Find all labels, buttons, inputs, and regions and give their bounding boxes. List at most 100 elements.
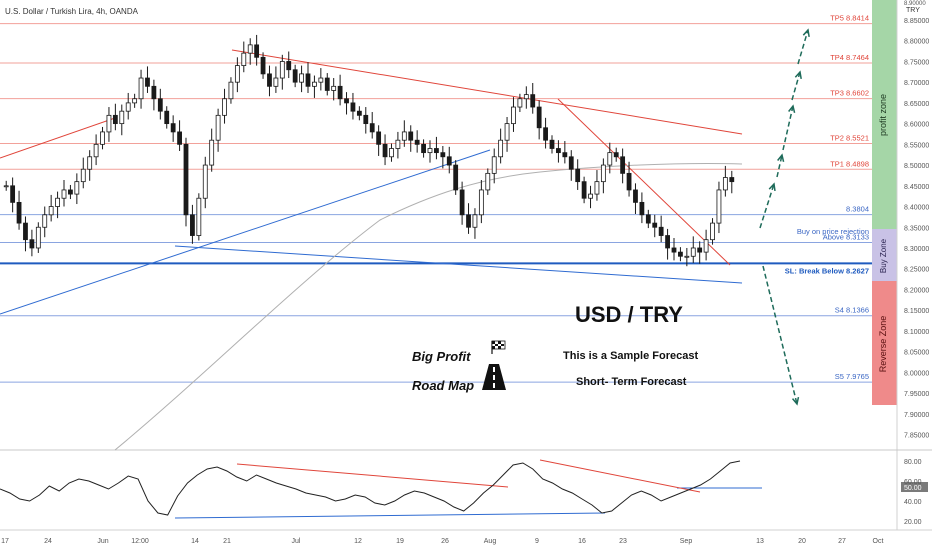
candle-body bbox=[125, 102, 131, 112]
candle-body bbox=[292, 69, 298, 83]
time-tick-label: Jul bbox=[292, 538, 301, 545]
level-label-support: Above 8.3133 bbox=[823, 232, 869, 241]
time-tick-label: 17 bbox=[1, 538, 9, 545]
candle-body bbox=[177, 131, 182, 145]
candle-body bbox=[196, 197, 202, 236]
price-tick-label: 8.10000 bbox=[904, 329, 929, 336]
candle-body bbox=[536, 106, 542, 129]
candle-body bbox=[318, 77, 324, 83]
price-tick-label: 8.45000 bbox=[904, 184, 929, 191]
level-label-sl: SL: Break Below 8.2627 bbox=[785, 266, 869, 275]
price-tick-label: 8.55000 bbox=[904, 142, 929, 149]
forecast-arrow-head bbox=[794, 70, 802, 80]
pair-title: USD / TRY bbox=[575, 302, 683, 327]
candle-body bbox=[556, 148, 561, 154]
reverse-zone-block bbox=[872, 281, 897, 405]
candle-body bbox=[331, 85, 337, 91]
time-axis[interactable]: 17 24 Jun 12:00 14 21 Jul 12 19 26 Aug 9 16 23 Sep 13 20… bbox=[1, 538, 883, 545]
price-tick-label: 8.40000 bbox=[904, 205, 929, 212]
candle-body bbox=[151, 85, 157, 100]
forecast-arrows bbox=[759, 28, 810, 406]
reverse-zone-label: Reverse Zone bbox=[878, 316, 888, 373]
candle-body bbox=[273, 77, 279, 87]
time-tick-label: 16 bbox=[578, 538, 586, 545]
candle-body bbox=[575, 168, 581, 183]
ascending-support-line bbox=[0, 149, 491, 315]
candle-body bbox=[356, 110, 362, 116]
rsi-tick-label: 20.00 bbox=[904, 519, 922, 526]
buy-zone-label: Buy Zone bbox=[879, 238, 888, 273]
candle-body bbox=[228, 81, 234, 100]
rsi-tick-label: 80.00 bbox=[904, 459, 922, 466]
rsi-line bbox=[0, 460, 741, 516]
checkered-flag-icon bbox=[491, 340, 506, 354]
candle-body bbox=[10, 185, 16, 203]
time-tick-label: 27 bbox=[838, 538, 846, 545]
candle-body bbox=[421, 143, 426, 154]
rsi-support-line bbox=[174, 512, 606, 519]
currency-code: TRY bbox=[906, 7, 920, 14]
price-tick-label: 7.90000 bbox=[904, 412, 929, 419]
candle-body bbox=[164, 110, 170, 125]
candle-body bbox=[690, 247, 696, 257]
candle-body bbox=[472, 214, 478, 228]
rsi-axis: 80.00 60.00 40.00 20.00 bbox=[904, 459, 922, 526]
time-tick-label: 12:00 bbox=[131, 538, 149, 545]
profit-zone-block bbox=[872, 0, 897, 229]
candle-body bbox=[80, 168, 86, 183]
candle-body bbox=[305, 73, 311, 87]
candle-body bbox=[395, 139, 401, 149]
rsi-tick-label: 40.00 bbox=[904, 499, 922, 506]
candle-body bbox=[369, 123, 375, 133]
price-axis[interactable]: 8.85000 8.80000 8.75000 8.70000 8.65000 8.600… bbox=[904, 18, 929, 440]
candle-body bbox=[665, 235, 670, 249]
candle-body bbox=[485, 172, 491, 191]
buy-zone-block bbox=[872, 229, 897, 281]
candle-body bbox=[132, 98, 138, 104]
candle-body bbox=[594, 181, 600, 195]
price-tick-label: 7.95000 bbox=[904, 391, 929, 398]
candle-body bbox=[639, 201, 645, 216]
candle-body bbox=[234, 65, 240, 83]
time-tick-label: 26 bbox=[441, 538, 449, 545]
candle-body bbox=[190, 214, 195, 236]
forecast-arrow bbox=[791, 71, 801, 101]
rsi-tick-label: 60.00 bbox=[904, 479, 922, 486]
candle-body bbox=[453, 164, 459, 191]
forecast-arrow bbox=[797, 29, 809, 65]
rsi-marked-level: 50.00 bbox=[904, 485, 922, 492]
forecast-arrow-head bbox=[802, 28, 810, 38]
price-tick-label: 8.15000 bbox=[904, 308, 929, 315]
price-tick-label: 8.65000 bbox=[904, 101, 929, 108]
candle-body bbox=[703, 239, 709, 253]
top-price-label: 8.90000 bbox=[904, 1, 926, 7]
candle-body bbox=[68, 189, 73, 195]
time-tick-label: 24 bbox=[44, 538, 52, 545]
price-tick-label: 8.00000 bbox=[904, 370, 929, 377]
sample-forecast-text: This is a Sample Forecast bbox=[563, 350, 698, 362]
price-tick-label: 8.85000 bbox=[904, 18, 929, 25]
candle-body bbox=[498, 139, 504, 158]
candle-body bbox=[254, 44, 260, 58]
steep-downtrend-line bbox=[557, 98, 731, 266]
price-tick-label: 8.70000 bbox=[904, 80, 929, 87]
candle-body bbox=[517, 98, 523, 108]
candle-body bbox=[523, 94, 529, 100]
candle-body bbox=[562, 152, 568, 158]
level-label-support: 8.3804 bbox=[846, 205, 869, 214]
candle-body bbox=[87, 156, 93, 170]
candle-body bbox=[408, 131, 414, 141]
candle-body bbox=[427, 148, 433, 154]
rsi-resistance-line-2 bbox=[539, 459, 701, 493]
price-tick-label: 8.75000 bbox=[904, 59, 929, 66]
candle-body bbox=[511, 106, 516, 125]
level-label-tp: TP3 8.6602 bbox=[830, 89, 869, 98]
time-tick-label: Sep bbox=[680, 538, 693, 545]
candle-body bbox=[286, 61, 292, 71]
candle-body bbox=[23, 222, 28, 241]
candle-body bbox=[312, 81, 317, 87]
upper-channel-line bbox=[0, 117, 116, 159]
candle-body bbox=[446, 156, 452, 166]
candle-body bbox=[389, 148, 394, 158]
